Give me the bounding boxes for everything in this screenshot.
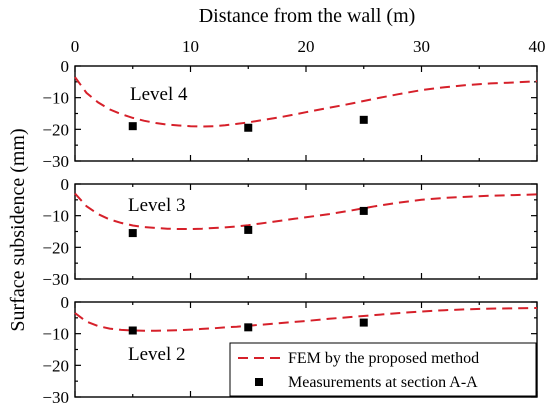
x-axis-title: Distance from the wall (m) xyxy=(199,5,416,27)
y-tick-label: −10 xyxy=(42,325,69,344)
y-tick-label: −30 xyxy=(42,270,69,289)
measurement-point xyxy=(244,123,253,132)
panel-level-2: 0 −10 −20 −30 Level 2 xyxy=(42,293,538,407)
y-tick-label: 0 xyxy=(61,175,70,194)
panel-level-4: 0 −10 −20 −30 Level 4 xyxy=(42,57,538,171)
y-tick-label: −20 xyxy=(42,356,69,375)
y-tick-label: −10 xyxy=(42,207,69,226)
measurement-point xyxy=(128,122,137,131)
plot-frame xyxy=(74,65,538,162)
fem-curve xyxy=(74,192,538,230)
x-tick-label: 20 xyxy=(298,37,315,56)
y-tick-label: −20 xyxy=(42,120,69,139)
measurement-point xyxy=(128,229,137,238)
x-tick-label: 30 xyxy=(413,37,430,56)
y-tick-label: −10 xyxy=(42,89,69,108)
y-tick-label: −30 xyxy=(42,388,69,407)
panel-label: Level 4 xyxy=(130,84,188,105)
panel-label: Level 2 xyxy=(128,344,186,365)
x-tick-label: 40 xyxy=(529,37,546,56)
measurement-point xyxy=(244,323,253,332)
legend-label: Measurements at section A-A xyxy=(288,374,478,391)
y-tick-label: 0 xyxy=(61,57,70,76)
measurement-point xyxy=(359,115,368,124)
y-tick-label: 0 xyxy=(61,293,70,312)
panels-layer: 0 10 20 30 40 0 −10 −20 −30 Level 4 0 −10 −20 −30 Leve… xyxy=(42,37,545,407)
fem-curve xyxy=(74,76,538,128)
panel-label: Level 3 xyxy=(128,195,186,216)
legend-box xyxy=(229,342,537,397)
y-tick-label: −30 xyxy=(42,152,69,171)
y-axis-title: Surface subsidence (mm) xyxy=(7,128,29,331)
y-tick-label: −20 xyxy=(42,238,69,257)
fem-curve xyxy=(74,307,538,332)
measurement-point xyxy=(244,225,253,234)
x-tick-label: 10 xyxy=(182,37,199,56)
legend-marker-swatch xyxy=(255,378,263,386)
legend: FEM by the proposed method Measurements a… xyxy=(229,342,537,397)
measurement-point xyxy=(128,326,137,335)
measurement-point xyxy=(359,206,368,215)
panel-level-3: 0 −10 −20 −30 Level 3 xyxy=(42,175,538,289)
legend-label: FEM by the proposed method xyxy=(288,350,479,367)
x-tick-label: 0 xyxy=(71,37,80,56)
measurement-point xyxy=(359,318,368,327)
